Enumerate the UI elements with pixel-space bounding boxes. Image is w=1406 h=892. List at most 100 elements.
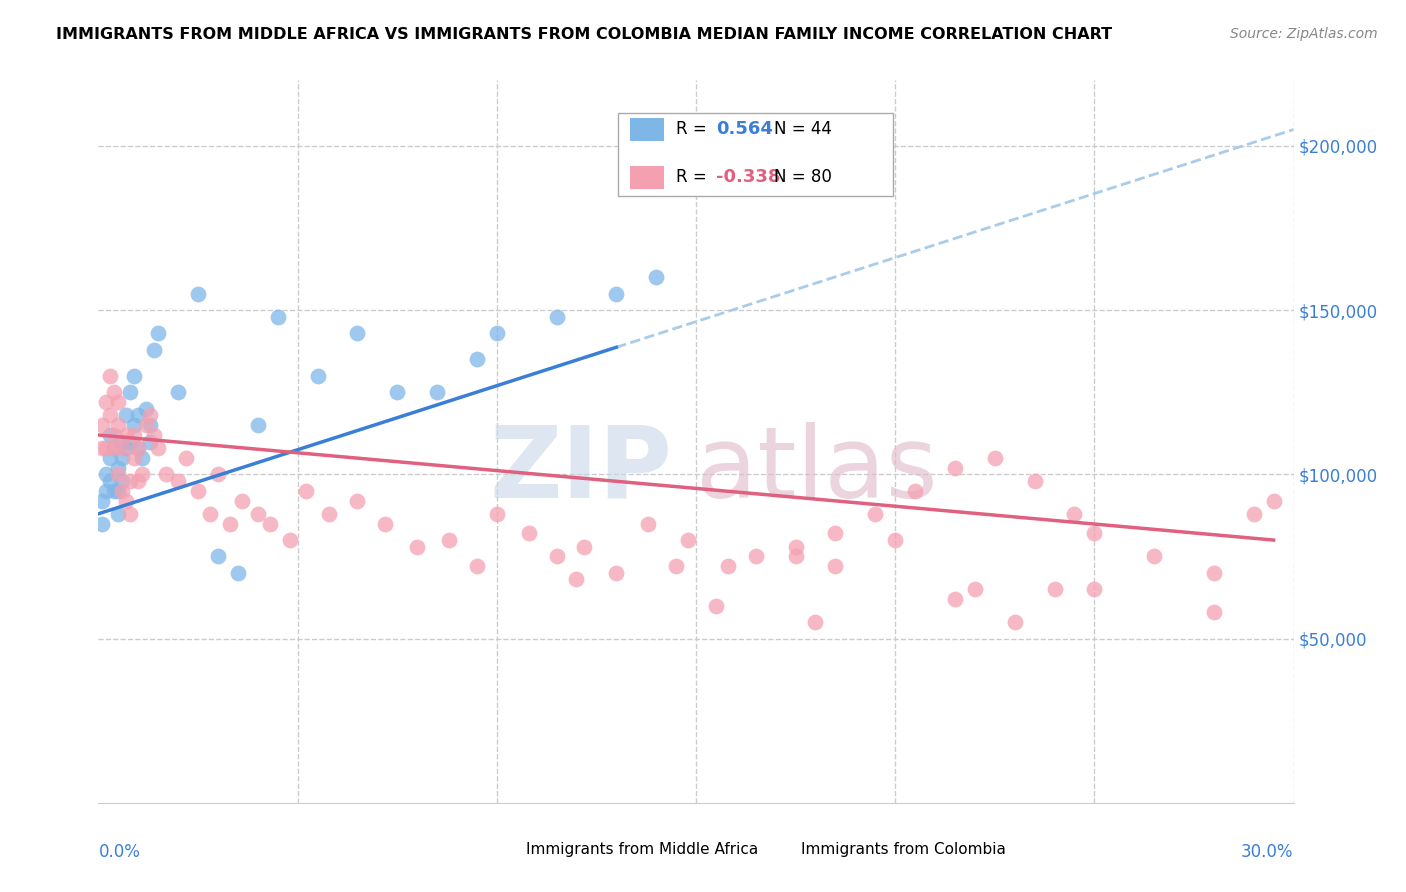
Point [167,385,190,400]
Point [1202,566,1225,580]
Point [278,533,301,547]
Point [103,483,125,498]
Point [187,286,209,301]
Point [127,441,149,455]
Point [465,559,488,574]
Point [485,326,508,341]
Bar [630,118,664,141]
Point [1083,582,1105,597]
Point [143,428,166,442]
Point [148,441,170,455]
Text: -0.338: -0.338 [716,169,780,186]
Point [103,441,125,455]
Point [107,395,129,409]
Point [98,409,122,423]
Text: N = 44: N = 44 [773,120,831,138]
Text: Source: ZipAtlas.com: Source: ZipAtlas.com [1230,27,1378,41]
Point [91,493,114,508]
Point [943,592,966,607]
Point [1202,605,1225,619]
Point [124,368,146,383]
Text: N = 80: N = 80 [773,169,831,186]
Point [107,507,129,521]
Text: Immigrants from Colombia: Immigrants from Colombia [801,842,1007,857]
Point [207,467,229,482]
Point [517,526,540,541]
Point [865,507,887,521]
Point [259,516,281,531]
Point [1063,507,1085,521]
Text: Immigrants from Middle Africa: Immigrants from Middle Africa [526,842,758,857]
Point [120,507,142,521]
Point [374,516,396,531]
Point [1004,615,1026,630]
Point [1263,493,1285,508]
Point [984,450,1007,465]
Point [246,418,269,433]
Point [198,507,221,521]
Point [107,418,129,433]
Point [124,418,146,433]
Point [187,483,209,498]
Point [115,409,138,423]
Point [645,270,668,285]
Point [96,483,118,498]
Point [127,441,149,455]
Point [485,507,508,521]
Point [127,409,149,423]
Point [307,368,329,383]
Text: 0.564: 0.564 [716,120,773,138]
Point [135,418,157,433]
Point [406,540,429,554]
Point [124,450,146,465]
Point [111,474,134,488]
Point [465,352,488,367]
Point [385,385,409,400]
Point [318,507,340,521]
Point [824,559,846,574]
Point [704,599,727,613]
Text: atlas: atlas [696,422,938,519]
Point [267,310,290,324]
Point [426,385,449,400]
Text: R =: R = [676,169,711,186]
Point [120,385,142,400]
Point [665,559,688,574]
Point [120,474,142,488]
Point [884,533,907,547]
Point [574,540,596,554]
Point [96,395,118,409]
Point [346,493,368,508]
Point [167,474,190,488]
Point [346,326,368,341]
Point [605,566,627,580]
Point [1083,526,1105,541]
Point [91,418,114,433]
Point [111,441,134,455]
Point [120,434,142,449]
Point [111,450,134,465]
Point [717,559,740,574]
Point [91,441,114,455]
Point [124,428,146,442]
Point [804,615,827,630]
Bar [630,166,664,189]
FancyBboxPatch shape [619,112,893,196]
Text: ZIP: ZIP [489,422,672,519]
Point [219,516,242,531]
Point [1243,507,1265,521]
Point [546,549,568,564]
Point [107,467,129,482]
Point [131,467,153,482]
Point [135,401,157,416]
Text: 30.0%: 30.0% [1241,843,1294,861]
Point [127,474,149,488]
Point [103,441,125,455]
Point [139,409,162,423]
Point [904,483,927,498]
Point [226,566,249,580]
Point [155,467,177,482]
Point [111,434,134,449]
Point [231,493,253,508]
Point [785,549,807,564]
